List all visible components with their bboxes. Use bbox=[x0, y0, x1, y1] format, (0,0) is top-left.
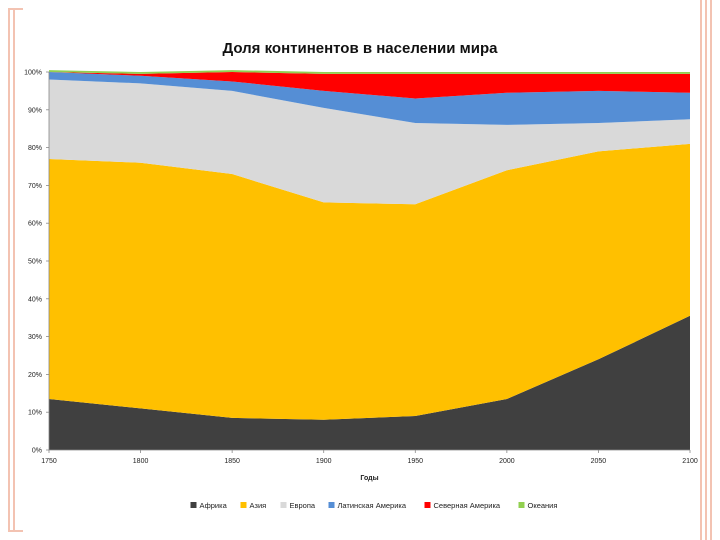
legend-swatch bbox=[190, 502, 197, 508]
legend-item: Северная Америка bbox=[424, 501, 501, 510]
y-tick-label: 100% bbox=[24, 70, 42, 77]
legend-item: Азия bbox=[240, 501, 267, 510]
legend-item: Океания bbox=[518, 501, 558, 510]
area-series-3 bbox=[49, 72, 690, 125]
y-tick-label: 70% bbox=[28, 183, 42, 190]
x-tick-label: 2000 bbox=[499, 458, 515, 465]
y-tick-label: 30% bbox=[28, 334, 42, 341]
y-tick-label: 0% bbox=[32, 448, 42, 455]
legend-label: Латинская Америка bbox=[338, 501, 407, 510]
area-series-4 bbox=[49, 72, 690, 99]
x-tick-label: 1800 bbox=[133, 458, 149, 465]
x-tick-label: 1850 bbox=[224, 458, 240, 465]
chart-container: Доля континентов в населении мира 0% 10% 2… bbox=[14, 34, 704, 526]
y-tick-label: 40% bbox=[28, 296, 42, 303]
legend-swatch bbox=[280, 502, 287, 508]
chart-svg: 0% 10% 20% 30% 40% 50% 60% 70% 80% 90% 100% 1750 180… bbox=[24, 70, 698, 511]
legend-label: Африка bbox=[200, 501, 228, 510]
x-tick-label: 1750 bbox=[41, 458, 57, 465]
legend-label: Северная Америка bbox=[434, 501, 501, 510]
x-tick-label: 2100 bbox=[682, 458, 698, 465]
area-series-1 bbox=[49, 143, 690, 420]
legend-label: Европа bbox=[290, 501, 316, 510]
legend-label: Азия bbox=[250, 501, 267, 510]
y-tick-label: 60% bbox=[28, 221, 42, 228]
x-tick-label: 2050 bbox=[591, 458, 607, 465]
legend-swatch bbox=[424, 502, 431, 508]
y-tick-label: 90% bbox=[28, 107, 42, 114]
area-series-5 bbox=[49, 70, 690, 74]
legend-item: Европа bbox=[280, 501, 316, 510]
area-series-0 bbox=[49, 315, 690, 450]
slide-frame-left bbox=[8, 8, 23, 532]
y-tick-label: 80% bbox=[28, 145, 42, 152]
legend-swatch bbox=[328, 502, 335, 508]
legend-swatch bbox=[240, 502, 247, 508]
x-tick-label: 1950 bbox=[407, 458, 423, 465]
legend-item: Латинская Америка bbox=[328, 501, 407, 510]
legend-swatch bbox=[518, 502, 525, 508]
area-series-2 bbox=[49, 79, 690, 205]
legend-item: Африка bbox=[190, 501, 228, 510]
x-tick-label: 1900 bbox=[316, 458, 332, 465]
y-tick-label: 20% bbox=[28, 372, 42, 379]
x-axis-label: Годы bbox=[360, 475, 378, 482]
y-tick-label: 50% bbox=[28, 259, 42, 266]
chart-title: Доля континентов в населении мира bbox=[222, 40, 498, 57]
slide-frame-right bbox=[700, 0, 714, 540]
legend-label: Океания bbox=[528, 501, 558, 510]
y-tick-label: 10% bbox=[28, 410, 42, 417]
